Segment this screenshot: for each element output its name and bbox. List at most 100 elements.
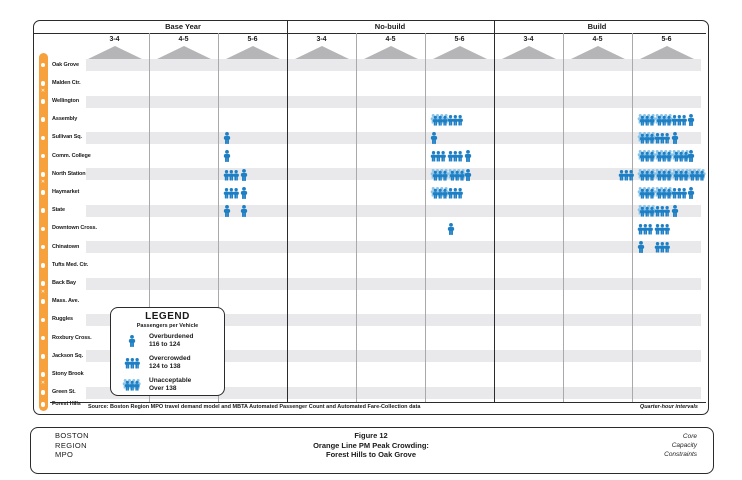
station-label: Assembly — [52, 116, 78, 123]
unacceptable-icon — [688, 168, 707, 181]
legend-subtitle: Passengers per Vehicle — [136, 323, 199, 329]
station-dot — [40, 153, 46, 159]
column-divider — [218, 33, 219, 402]
overcrowded-icon — [637, 224, 653, 235]
overcrowded-icon — [119, 356, 145, 374]
demand-triangle — [569, 46, 626, 60]
overcrowded-icon — [447, 187, 463, 199]
unacceptable-icon — [119, 378, 145, 396]
station-label: Wellington — [52, 97, 80, 104]
row-stripe — [86, 350, 701, 363]
legend-item-text: Overburdened 116 to 124 — [149, 333, 193, 349]
overburdened-icon — [119, 334, 145, 352]
unacceptable-icon — [637, 114, 656, 126]
column-divider — [563, 33, 564, 402]
station-label: Downtown Cross. — [52, 225, 97, 232]
time-interval-label: 4-5 — [178, 36, 189, 43]
program-name: Core Capacity Constraints — [664, 432, 697, 459]
unacceptable-icon — [637, 132, 656, 144]
mpo-logo-text: BOSTON REGION MPO — [55, 431, 89, 460]
station-dot — [40, 262, 46, 268]
station-dot — [40, 80, 46, 86]
legend-item-unacceptable: Unacceptable Over 138 — [119, 376, 219, 396]
commuter-rail-transfer-icon: ✕ — [40, 88, 46, 95]
legend-item-overburdened: Overburdened 116 to 124 — [119, 332, 219, 352]
station-label: Stony Brook — [52, 370, 84, 377]
legend-item-range: Over 138 — [149, 385, 177, 392]
station-dot — [40, 171, 46, 177]
legend-title: LEGEND — [145, 311, 190, 322]
station-label: Haymarket — [52, 188, 80, 195]
interval-note: Quarter-hour intervals — [639, 404, 698, 410]
overcrowded-icon — [671, 115, 687, 126]
station-label: Ruggles — [52, 316, 73, 323]
overcrowded-icon — [654, 242, 670, 253]
time-interval-label: 3-4 — [109, 36, 120, 43]
unacceptable-icon — [122, 379, 141, 391]
figure-title-block: Figure 12 Orange Line PM Peak Crowding: … — [0, 431, 742, 460]
legend-item-range: 116 to 124 — [149, 341, 181, 348]
figure-title-line1: Orange Line PM Peak Crowding: — [313, 440, 429, 450]
overcrowded-icon — [430, 151, 446, 162]
station-label: Mass. Ave. — [52, 298, 80, 305]
overcrowded-icon — [124, 358, 140, 369]
overburdened-icon — [240, 168, 247, 181]
section-title-no-build: No-build — [374, 22, 406, 31]
row-stripe — [86, 386, 701, 399]
section-divider — [494, 21, 495, 402]
unacceptable-icon — [637, 186, 656, 199]
station-dot — [40, 299, 46, 305]
orange-line — [38, 53, 48, 411]
demand-triangle — [500, 46, 557, 60]
station-label: Roxbury Cross. — [52, 334, 92, 341]
station-dot — [40, 190, 46, 195]
row-stripe — [86, 277, 701, 290]
legend: LEGEND Passengers per Vehicle Overburden… — [110, 307, 225, 396]
column-divider — [425, 33, 426, 402]
mpo-line: MPO — [55, 450, 74, 459]
overburdened-icon — [223, 205, 231, 217]
unacceptable-icon — [637, 205, 656, 217]
program-line: Core — [682, 433, 697, 440]
demand-triangle — [431, 46, 488, 60]
commuter-rail-transfer-icon: ✕ — [40, 288, 46, 295]
column-divider — [149, 33, 150, 402]
section-divider — [287, 21, 288, 402]
unacceptable-icon — [637, 168, 656, 181]
row-stripe — [86, 313, 701, 326]
overburdened-icon — [240, 205, 247, 217]
commuter-rail-transfer-icon: ✕ — [40, 179, 46, 186]
station-label: Forest Hills — [52, 400, 81, 407]
station-label: Chinatown — [52, 243, 80, 250]
figure-title-line2: Forest Hills to Oak Grove — [325, 450, 417, 459]
demand-triangle — [638, 46, 695, 60]
station-dot — [40, 226, 46, 232]
overcrowded-icon — [654, 206, 670, 217]
legend-item-label: Overburdened — [149, 333, 194, 340]
row-stripe — [86, 131, 701, 144]
unacceptable-icon — [654, 168, 673, 181]
demand-triangle — [155, 46, 212, 60]
commuter-rail-transfer-icon: ✕ — [40, 379, 46, 386]
station-dot — [40, 317, 46, 323]
time-interval-label: 4-5 — [592, 36, 603, 43]
overcrowded-icon — [447, 115, 463, 126]
time-interval-label: 5-6 — [661, 36, 672, 43]
header-divider — [34, 33, 706, 34]
overburdened-icon — [671, 205, 678, 217]
legend-item-text: Unacceptable Over 138 — [149, 377, 191, 393]
overburdened-icon — [671, 132, 678, 145]
station-dot — [40, 62, 46, 68]
legend-item-text: Overcrowded 124 to 138 — [149, 355, 191, 371]
overcrowded-icon — [223, 169, 239, 181]
unacceptable-icon — [654, 114, 673, 126]
legend-item-overcrowded: Overcrowded 124 to 138 — [119, 354, 219, 374]
overburdened-icon — [464, 150, 471, 163]
station-label: Back Bay — [52, 279, 76, 286]
mpo-line: BOSTON — [55, 431, 89, 440]
overburdened-icon — [430, 132, 438, 145]
station-dot — [40, 281, 46, 286]
overburdened-icon — [223, 150, 231, 163]
